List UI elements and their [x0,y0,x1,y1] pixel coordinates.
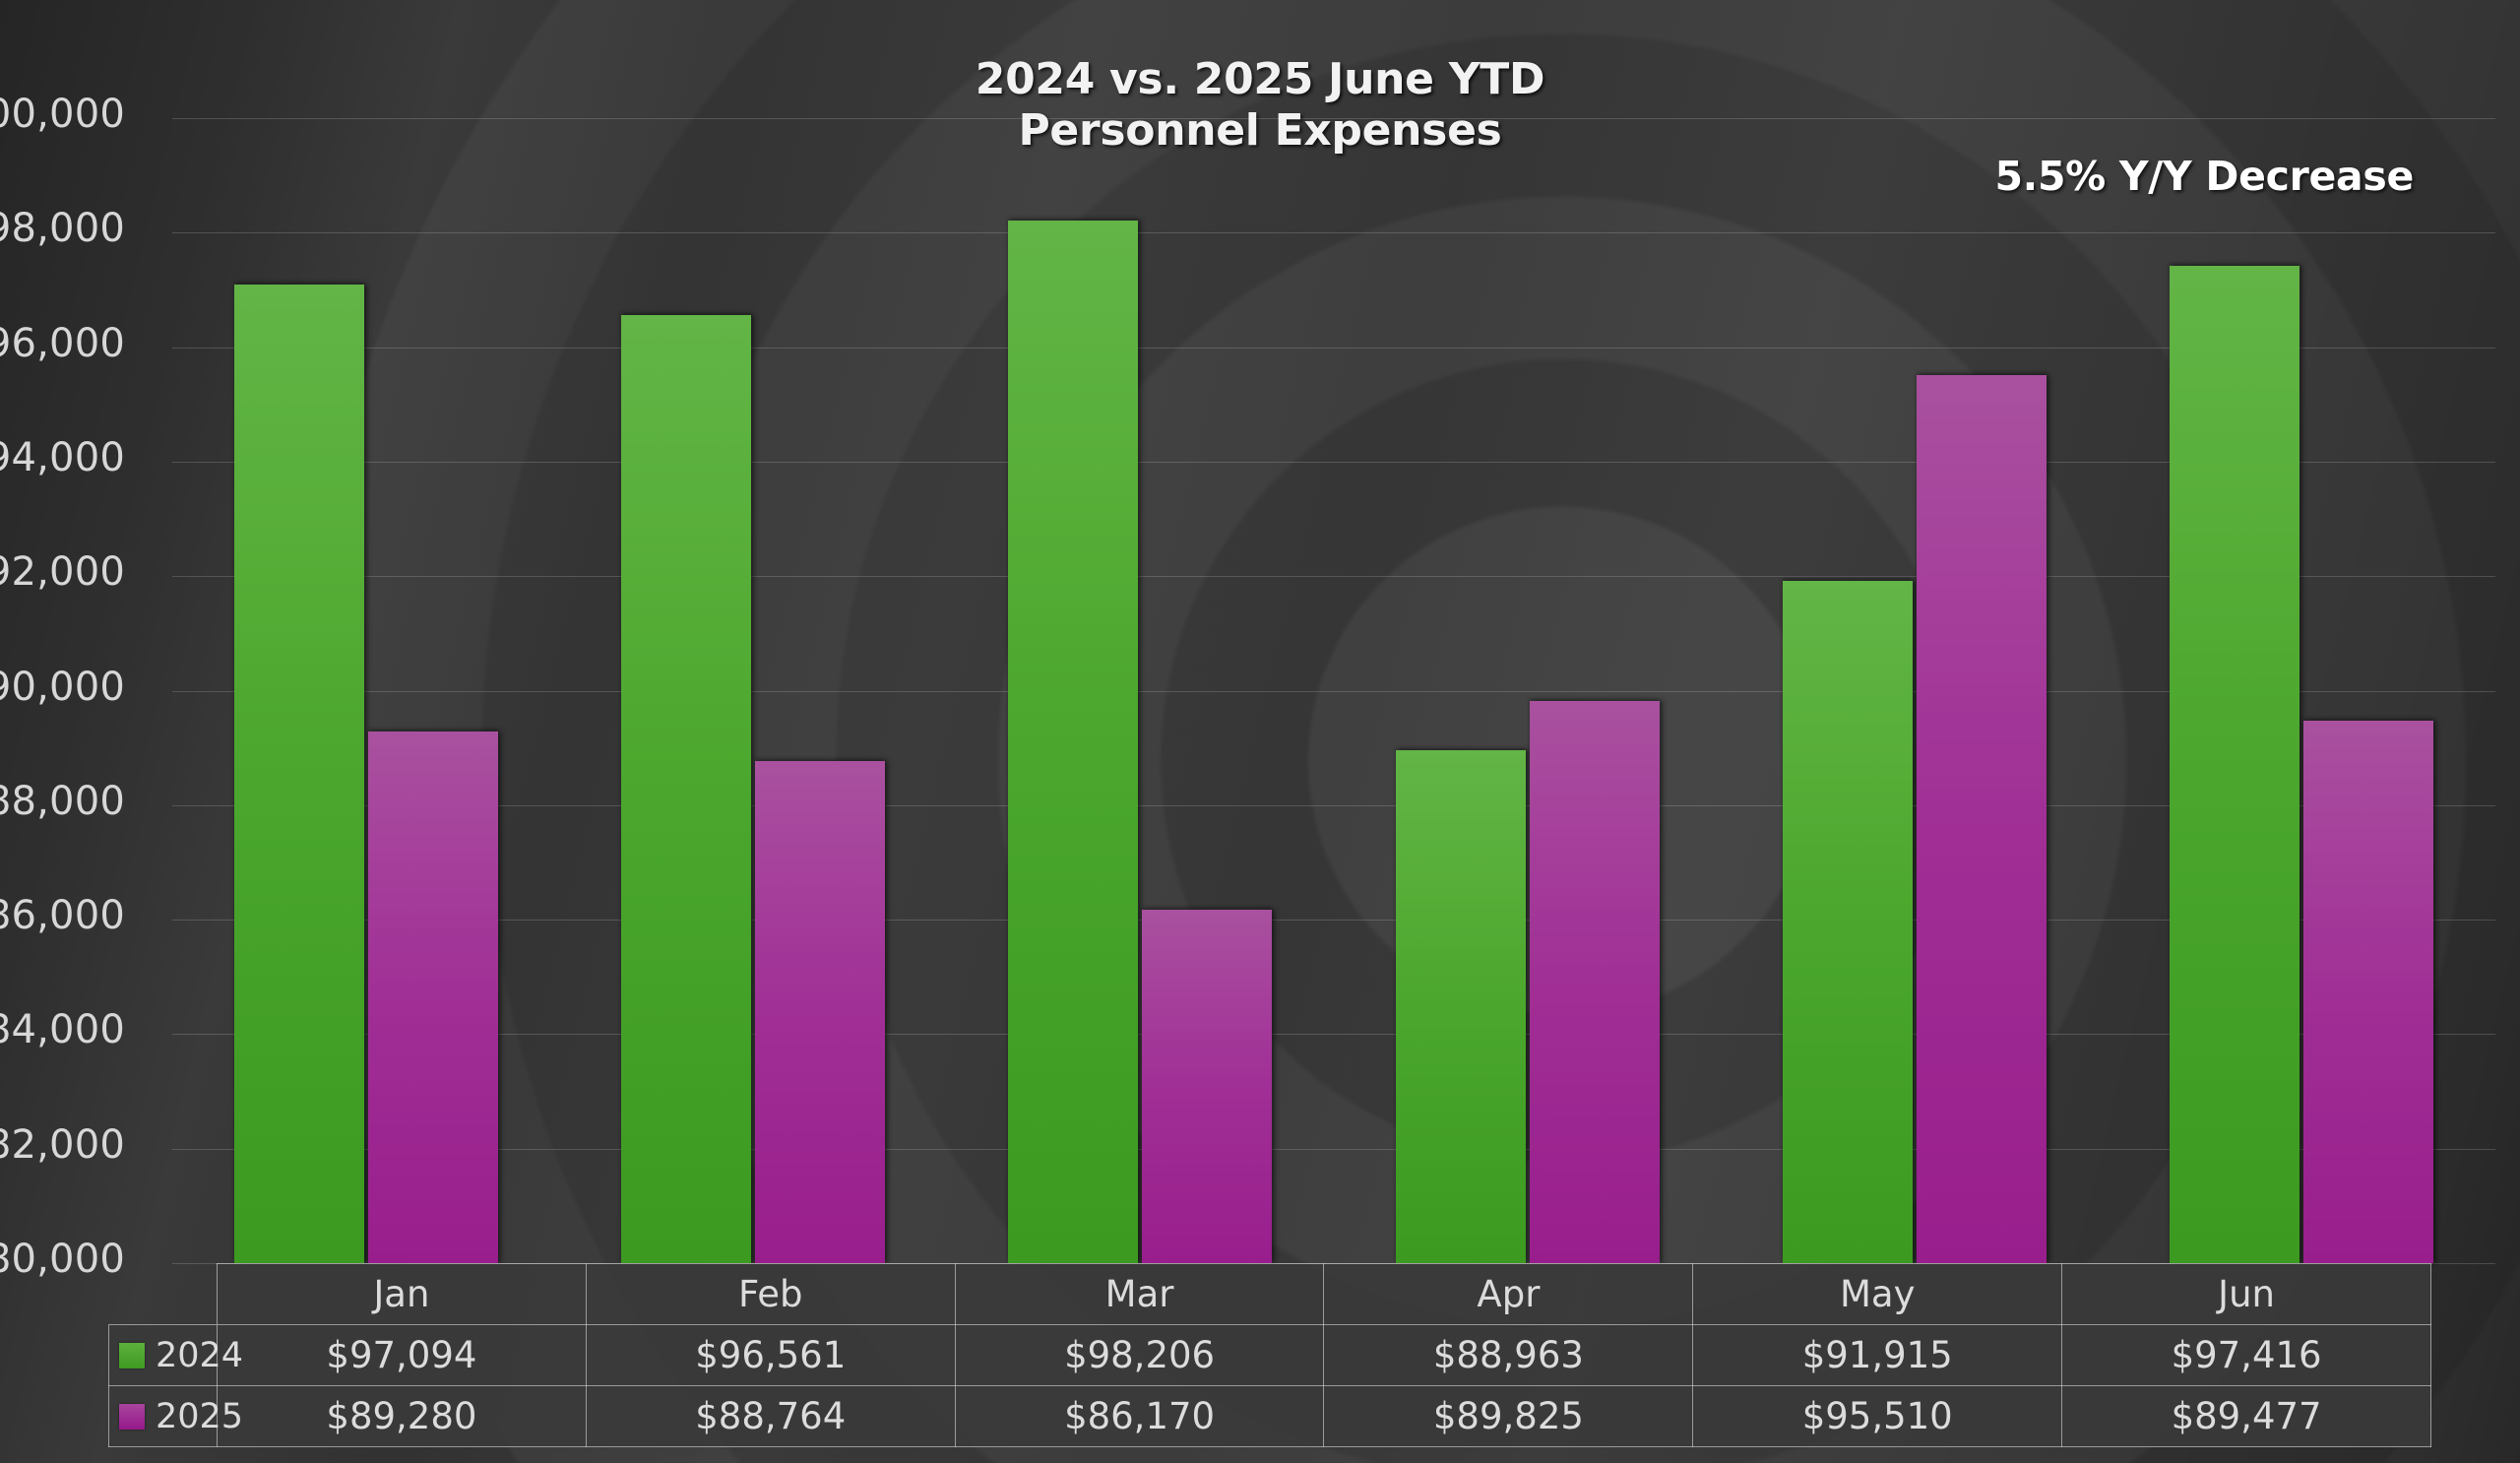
table-cell-2024-feb: $96,561 [585,1324,956,1386]
chart-title-line-1: 2024 vs. 2025 June YTD [975,54,1545,104]
bar-jun-2025[interactable] [2303,720,2434,1263]
table-cell-2024-apr: $88,963 [1323,1324,1694,1386]
bar-group [172,118,559,1263]
bar-jun-2024[interactable] [2170,266,2300,1263]
bar-apr-2025[interactable] [1529,700,1660,1263]
bar-group [1334,118,1721,1263]
data-table-head: Jan Feb Mar Apr May Jun [108,1263,2431,1325]
gridline [172,118,2495,119]
y-axis-tick-label: $88,000 [0,778,125,824]
y-axis-tick-label: $90,000 [0,664,125,710]
legend-item-2024: 2024 [108,1324,243,1386]
gridline [172,347,2495,349]
y-axis-tick-label: $94,000 [0,434,125,480]
bar-group [559,118,946,1263]
bar-jan-2024[interactable] [233,284,364,1263]
table-corner-cell [108,1263,218,1325]
legend-swatch-icon-2025 [119,1403,145,1430]
gridline [172,1034,2495,1036]
table-row: 2025 $89,280 $88,764 $86,170 $89,825 $95,510 $… [108,1385,2431,1447]
bar-mar-2025[interactable] [1142,910,1273,1263]
chart-title: 2024 vs. 2025 June YTD Personnel Expense… [0,54,2520,157]
legend-swatch-icon-2024 [119,1342,145,1368]
y-axis-tick-label: $92,000 [0,549,125,596]
table-column-header-jan: Jan [217,1263,587,1325]
table-cell-2025-may: $95,510 [1692,1385,2063,1447]
y-axis-tick-label: $100,000 [0,92,125,137]
table-cell-2024-jan: $97,094 [217,1324,587,1386]
data-table: Jan Feb Mar Apr May Jun 2024 $97,094 $96,561 $98… [108,1263,2431,1447]
table-cell-2025-feb: $88,764 [585,1385,956,1447]
table-header-row: Jan Feb Mar Apr May Jun [108,1263,2431,1325]
bar-group [947,118,1334,1263]
y-axis-tick-label: $80,000 [0,1237,125,1282]
gridline [172,920,2495,922]
table-row: 2024 $97,094 $96,561 $98,206 $88,963 $91,915 $… [108,1324,2431,1386]
y-axis-tick-label: $84,000 [0,1007,125,1053]
table-cell-2025-jun: $89,477 [2061,1385,2431,1447]
bar-group [1721,118,2108,1263]
bar-mar-2024[interactable] [1008,221,1139,1263]
legend-item-2025: 2025 [108,1385,243,1447]
chart-title-line-2: Personnel Expenses [1018,104,1502,156]
table-cell-2024-mar: $98,206 [954,1324,1325,1386]
bar-jan-2025[interactable] [367,732,498,1263]
bar-may-2024[interactable] [1782,581,1913,1263]
plot-area: $100,000 $98,000 $96,000 $94,000 $92,000 $90,… [0,92,2495,1282]
bar-feb-2025[interactable] [754,761,885,1263]
bar-may-2025[interactable] [1916,375,2047,1263]
gridline [172,461,2495,463]
gridline [172,1148,2495,1150]
table-column-header-mar: Mar [954,1263,1325,1325]
table-cell-2024-may: $91,915 [1692,1324,2063,1386]
table-column-header-apr: Apr [1323,1263,1694,1325]
legend-label-2024: 2024 [156,1335,244,1375]
table-cell-2025-mar: $86,170 [954,1385,1325,1447]
legend-label-2025: 2025 [156,1396,244,1436]
y-axis-tick-label: $98,000 [0,206,125,252]
table-cell-2025-jan: $89,280 [217,1385,587,1447]
y-axis-tick-label: $96,000 [0,320,125,366]
table-cell-2024-jun: $97,416 [2061,1324,2431,1386]
y-axis-tick-label: $82,000 [0,1121,125,1168]
yoy-change-annotation: 5.5% Y/Y Decrease [1994,153,2414,200]
table-column-header-may: May [1692,1263,2063,1325]
y-axis-tick-label: $86,000 [0,893,125,939]
gridline [172,232,2495,234]
gridline [172,804,2495,806]
table-column-header-feb: Feb [585,1263,956,1325]
bar-group [2109,118,2495,1263]
bar-apr-2024[interactable] [1395,749,1526,1263]
data-table-body: 2024 $97,094 $96,561 $98,206 $88,963 $91,915 $… [108,1324,2431,1447]
gridline [172,690,2495,692]
table-column-header-jun: Jun [2061,1263,2431,1325]
bar-feb-2024[interactable] [620,314,751,1263]
gridline [172,576,2495,578]
table-cell-2025-apr: $89,825 [1323,1385,1694,1447]
